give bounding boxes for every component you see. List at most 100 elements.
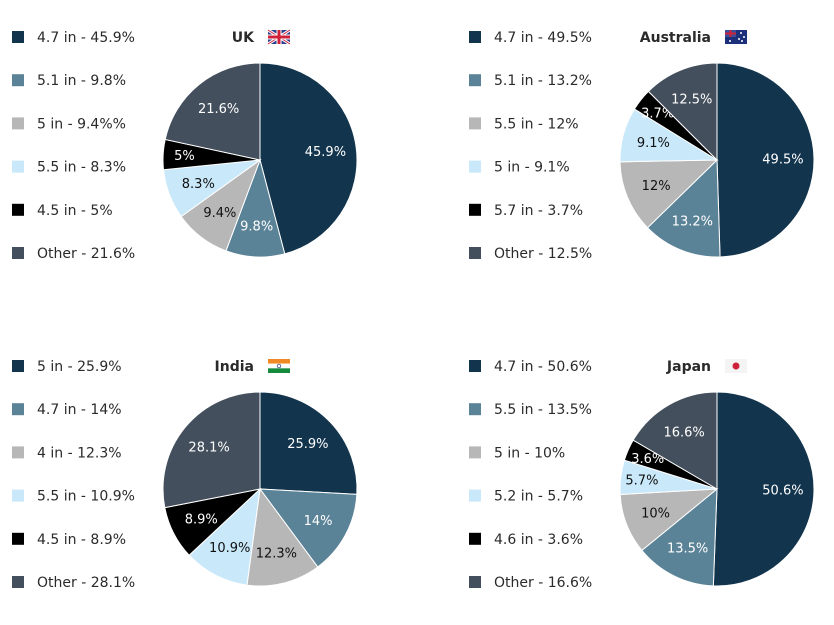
legend-swatch: [469, 117, 481, 130]
pie-slice: [162, 391, 261, 509]
legend-item: 5.5 in - 8.3%: [37, 160, 126, 176]
pie-slice: [632, 391, 718, 490]
legend-item: 4.7 in - 45.9%: [37, 30, 135, 46]
data-label: 14%: [304, 514, 333, 529]
legend-swatch: [469, 403, 481, 416]
pie-slice: [259, 391, 358, 495]
chart-title: Australia: [640, 30, 711, 46]
data-label: 9.8%: [240, 219, 273, 234]
legend-item: Other - 28.1%: [37, 575, 135, 591]
pie-slice: [647, 62, 718, 162]
legend-swatch: [469, 160, 481, 173]
legend-swatch: [12, 247, 24, 259]
chart-title: India: [215, 359, 254, 375]
chart-title: UK: [232, 30, 255, 46]
pie-slice: [646, 158, 721, 258]
legend-swatch: [12, 117, 24, 130]
legend-item: Other - 21.6%: [37, 246, 135, 262]
data-label: 16.6%: [663, 425, 704, 440]
data-label: 12.3%: [256, 546, 297, 561]
legend-swatch: [469, 532, 481, 545]
legend-swatch: [12, 489, 24, 502]
legend-swatch: [469, 360, 481, 372]
data-label: 3.7%: [641, 107, 674, 122]
data-label: 12.5%: [671, 93, 712, 108]
legend-item: 4 in - 12.3%: [37, 445, 122, 461]
legend-swatch: [469, 446, 481, 459]
legend-swatch: [12, 160, 24, 173]
legend-item: 5.2 in - 5.7%: [494, 489, 583, 505]
legend-item: 4.6 in - 3.6%: [494, 532, 583, 548]
pie-slice: [259, 62, 358, 255]
legend-item: 5 in - 9.4%%: [37, 116, 126, 132]
legend-swatch: [12, 576, 24, 588]
legend-swatch: [469, 74, 481, 87]
data-label: 45.9%: [305, 145, 346, 160]
pie-chart-australia: 4.7 in - 49.5% 5.1 in - 13.2% 5.5 in - 12%…: [469, 30, 815, 262]
legend-item: Other - 12.5%: [494, 246, 592, 262]
data-label: 50.6%: [762, 484, 803, 499]
legend-item: 5.7 in - 3.7%: [494, 203, 583, 219]
pie-slice: [712, 391, 815, 587]
legend-item: 5 in - 25.9%: [37, 359, 122, 375]
pie-slice: [258, 488, 358, 568]
data-label: 9.1%: [637, 136, 670, 151]
legend-item: 4.5 in - 8.9%: [37, 532, 126, 548]
legend-item: 5 in - 10%: [494, 445, 565, 461]
pie-slice: [641, 487, 718, 587]
australia-flag-icon: [725, 30, 747, 44]
legend-item: 5.5 in - 12%: [494, 116, 579, 132]
legend-swatch: [12, 203, 24, 216]
chart-title: Japan: [666, 359, 711, 375]
legend-swatch: [12, 403, 24, 416]
data-label: 8.3%: [182, 177, 215, 192]
legend-item: 4.7 in - 49.5%: [494, 30, 592, 46]
japan-flag-icon: [725, 359, 747, 373]
pie-slice: [246, 487, 319, 587]
data-label: 9.4%: [203, 206, 236, 221]
legend-item: 4.7 in - 50.6%: [494, 359, 592, 375]
data-label: 49.5%: [762, 152, 803, 167]
pie-slice: [188, 487, 261, 586]
legend-swatch: [469, 31, 481, 43]
legend-swatch: [469, 489, 481, 502]
legend-swatch: [469, 576, 481, 588]
india-flag-icon: [268, 359, 290, 373]
data-label: 3.6%: [631, 452, 664, 467]
legend-swatch: [12, 446, 24, 459]
data-label: 21.6%: [198, 102, 239, 117]
legend-item: 5.1 in - 13.2%: [494, 73, 592, 89]
pie-slice: [164, 62, 261, 161]
legend-item: 4.7 in - 14%: [37, 402, 122, 418]
data-label: 5.7%: [625, 473, 658, 488]
pie-slice: [716, 62, 815, 258]
legend-item: 5.5 in - 10.9%: [37, 489, 135, 505]
data-label: 10%: [641, 506, 670, 521]
legend-item: 5 in - 9.1%: [494, 160, 570, 176]
pie-chart-india: 5 in - 25.9% 4.7 in - 14% 4 in - 12.3% 5.5 …: [12, 359, 358, 591]
pie-chart-japan: 4.7 in - 50.6% 5.5 in - 13.5% 5 in - 10% 5.…: [469, 359, 815, 591]
legend-item: 5.5 in - 13.5%: [494, 402, 592, 418]
legend-swatch: [12, 74, 24, 87]
data-label: 13.5%: [667, 542, 708, 557]
pie-chart-uk: 4.7 in - 45.9% 5.1 in - 9.8% 5 in - 9.4%% 5…: [12, 28, 358, 262]
legend-swatch: [469, 247, 481, 259]
data-label: 8.9%: [185, 513, 218, 528]
legend-swatch: [12, 360, 24, 372]
legend-swatch: [12, 31, 24, 43]
legend-item: Other - 16.6%: [494, 575, 592, 591]
data-label: 5%: [174, 149, 195, 164]
legend-item: 4.5 in - 5%: [37, 203, 113, 219]
legend-item: 5.1 in - 9.8%: [37, 73, 126, 89]
legend-swatch: [12, 532, 24, 545]
data-label: 10.9%: [209, 541, 250, 556]
data-label: 28.1%: [188, 441, 229, 456]
data-label: 12%: [642, 179, 671, 194]
pie-slice: [619, 159, 719, 229]
data-label: 25.9%: [287, 437, 328, 452]
uk-flag-icon: [267, 28, 291, 46]
legend-swatch: [469, 203, 481, 216]
data-label: 13.2%: [672, 215, 713, 230]
